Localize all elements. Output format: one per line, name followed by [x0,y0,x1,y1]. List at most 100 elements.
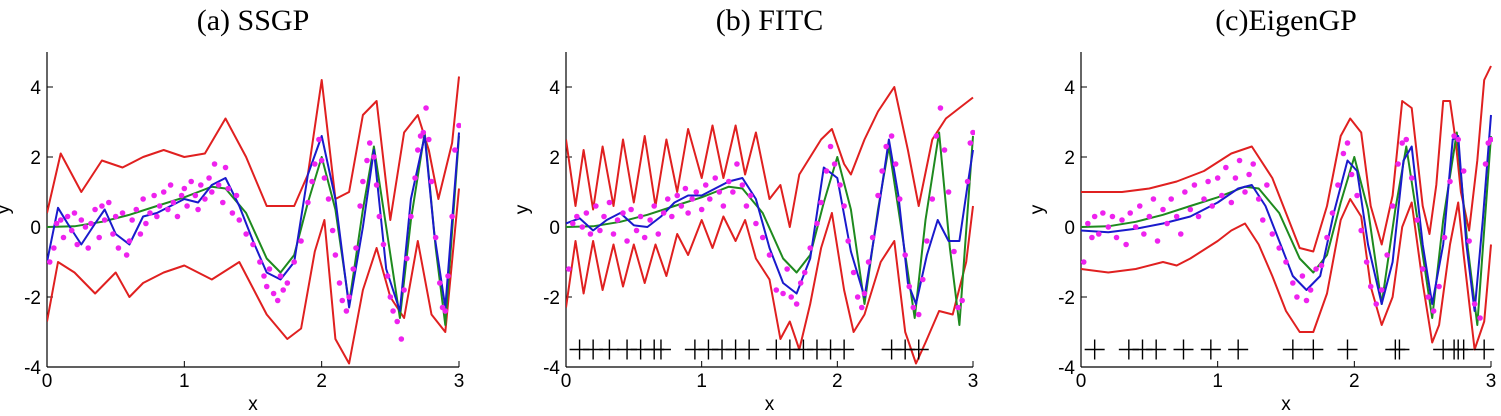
y-tick-label: -2 [24,288,41,309]
y-tick-label: 0 [30,218,41,239]
observation-point [184,203,190,209]
observation-point [1466,238,1472,244]
observation-point [797,280,804,286]
observation-point [865,259,872,265]
observation-point [698,206,705,213]
observation-point [336,280,343,286]
observation-point [569,220,576,227]
observation-point [1091,213,1098,220]
observation-point [814,220,820,227]
observation-point [280,287,287,293]
observation-point [1477,315,1483,321]
observation-point [883,143,889,150]
observation-point [209,189,215,195]
observation-point [78,217,85,223]
observation-point [1344,140,1351,146]
observation-point [823,168,830,174]
observation-point [154,213,160,220]
observation-point [1358,227,1364,234]
observation-point [115,245,122,251]
x-tick-label: 1 [1212,371,1223,392]
x-tick-label: 0 [561,371,572,392]
observation-point [693,189,700,195]
observation-point [432,234,439,241]
observation-point [1150,196,1157,202]
y-tick-label: 4 [1064,78,1075,99]
chart-title: (c)EigenGP [1215,4,1357,37]
observation-point [133,206,140,213]
observation-point [1441,234,1448,241]
observation-point [1195,213,1202,220]
observation-point [88,220,94,227]
y-tick-label: 0 [549,218,560,239]
observation-point [854,294,861,300]
observation-point [915,311,922,318]
observation-point [941,147,948,153]
observation-point [1363,259,1370,265]
observation-point [937,105,944,111]
observation-point [360,178,366,185]
observation-point [892,161,899,167]
observation-point [628,206,634,213]
observation-point [380,241,387,248]
panel-fitc: (b) FITC 0 1 2 3 -4 -2 0 2 4 x y [512,4,978,415]
observation-point [261,273,267,279]
y-axis-label: y [1027,204,1048,214]
observation-point [902,252,908,258]
observation-point [597,227,603,234]
observation-point [415,147,421,153]
observation-point [624,238,630,244]
observation-point [566,266,572,272]
y-tick-label: 0 [1064,218,1075,239]
panel-eigengp: (c)EigenGP 0 1 2 3 -4 -2 0 2 4 x y [1027,4,1496,415]
observation-point [1177,231,1184,237]
observation-point [250,241,256,248]
observation-point [123,252,130,258]
observation-point [1419,266,1426,272]
observation-point [309,178,315,185]
observation-point [970,129,975,136]
observation-point [243,231,249,237]
observation-point [376,213,383,220]
observation-point [784,266,790,272]
observation-point [1447,178,1453,185]
observation-point [1168,196,1174,202]
x-tick-label: 1 [696,371,707,392]
chart-title: (a) SSGP [197,4,310,37]
observation-point [1348,171,1355,178]
observation-point [587,231,594,237]
observation-point [879,168,885,174]
observation-point [408,213,414,220]
y-tick-label: -4 [24,358,41,379]
observation-point [398,336,405,342]
observation-point [291,259,298,265]
observation-point [110,231,116,237]
observation-point [339,297,346,304]
y-axis-label: y [512,204,533,214]
observation-point [225,185,232,192]
observation-point [1425,294,1431,300]
observation-point [579,224,586,230]
observation-point [929,196,936,202]
observation-point [353,245,359,251]
observation-point [1389,203,1396,209]
observation-point [321,175,328,181]
observation-point [47,259,53,265]
observation-point [1324,234,1330,241]
observation-point [1164,220,1170,227]
observation-point [1250,161,1256,167]
observation-point [456,122,461,129]
y-axis-label: y [0,204,14,214]
observation-point [298,238,304,244]
observation-point [160,189,167,195]
observation-point [206,175,212,181]
observation-point [633,227,640,234]
observation-point [651,203,657,209]
observation-point [655,231,662,237]
observation-point [329,227,336,234]
observation-point [371,154,377,160]
observation-point [198,182,204,188]
observation-point [277,273,284,279]
observation-point [452,147,458,153]
observation-point [685,210,691,216]
